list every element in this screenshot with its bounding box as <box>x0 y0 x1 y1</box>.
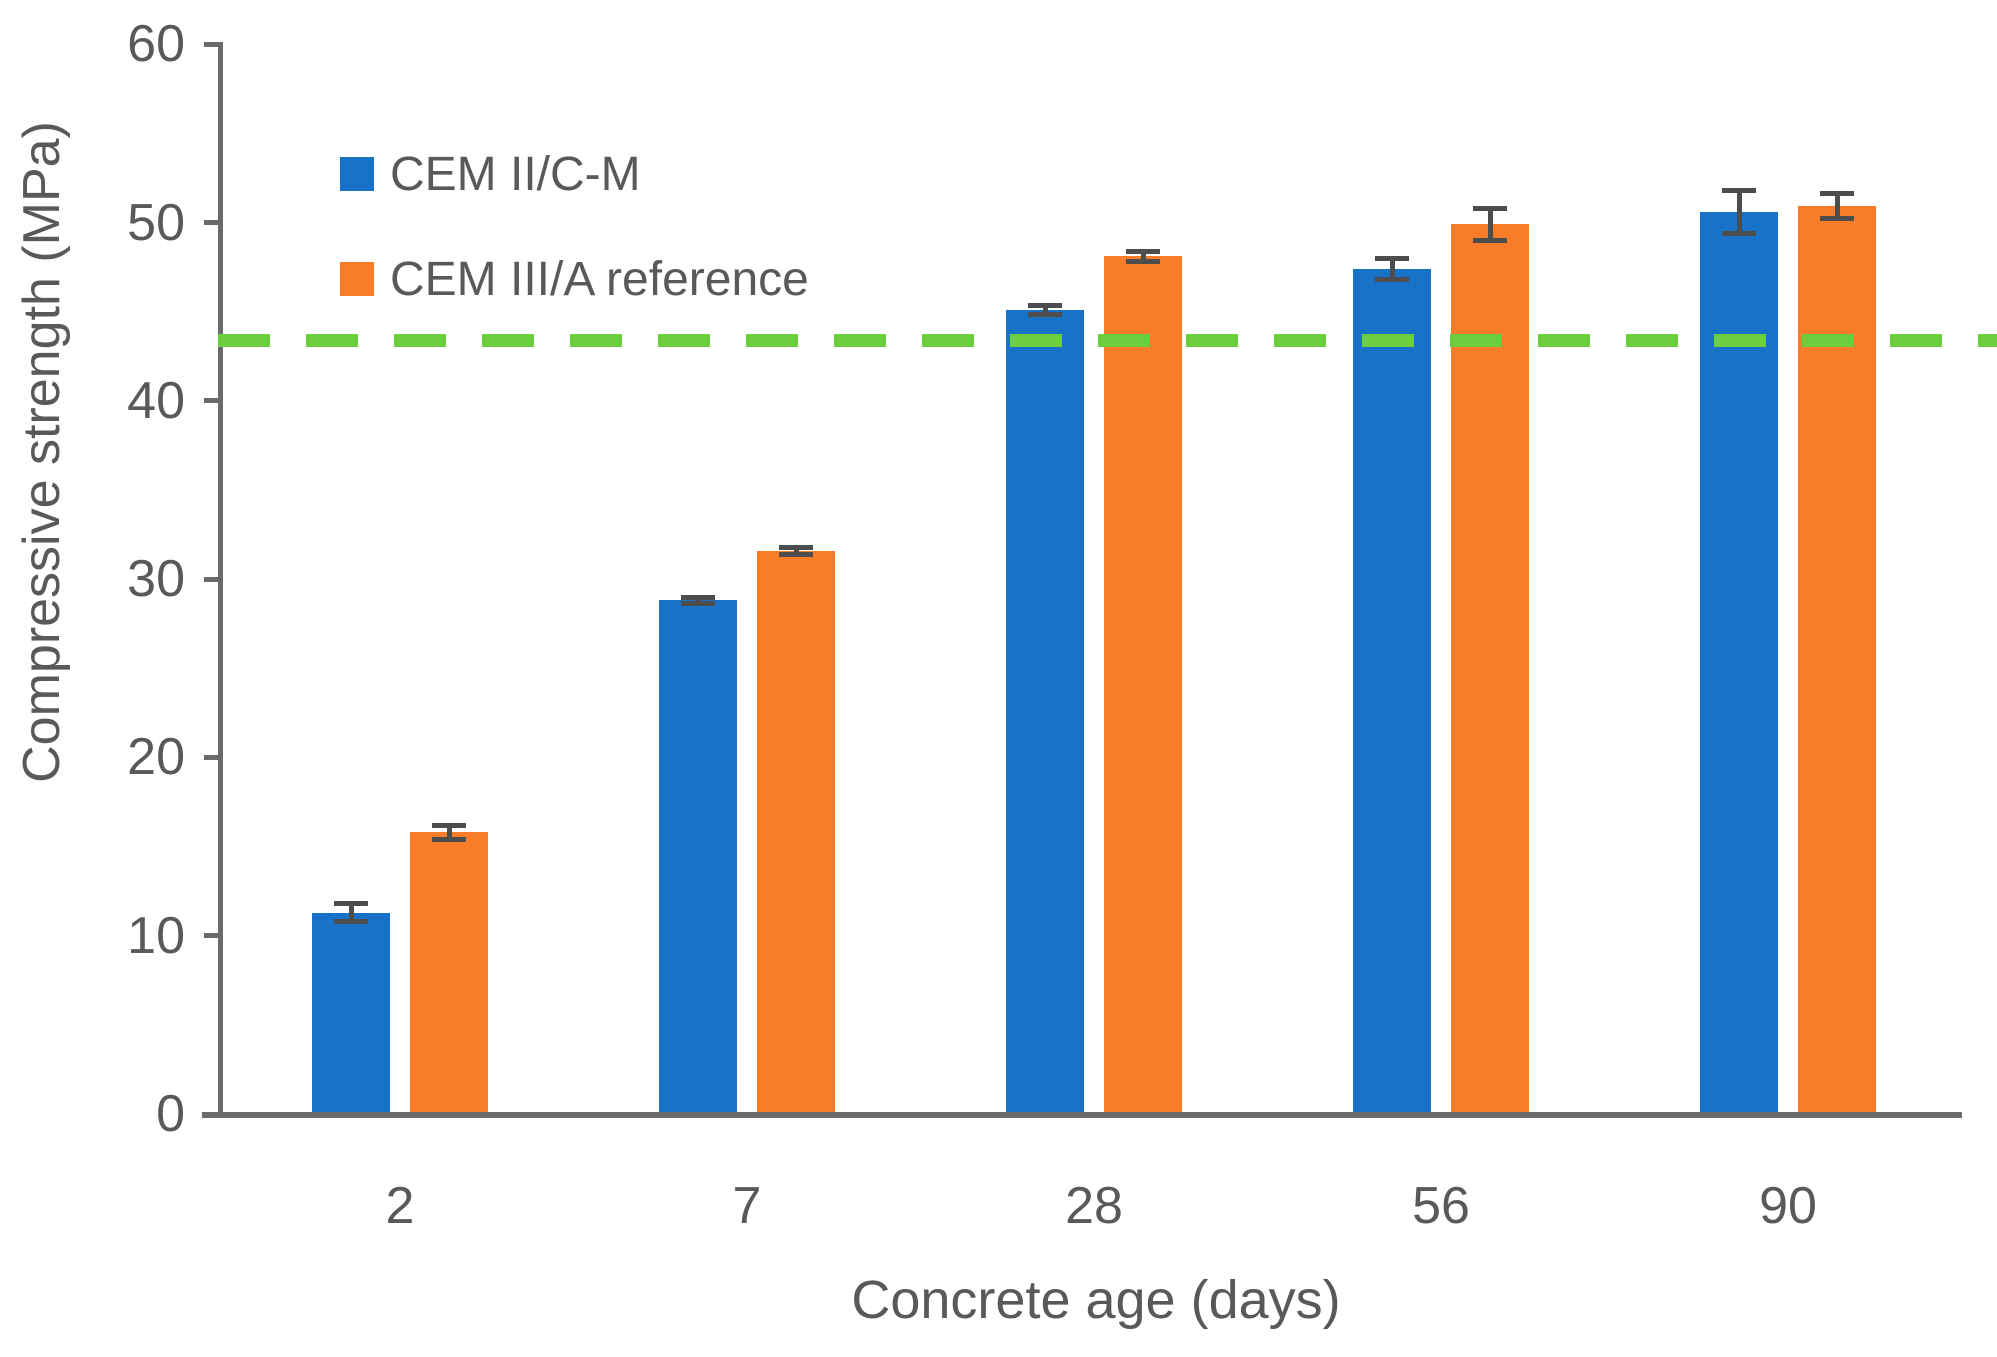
y-tick-label: 10 <box>127 906 185 965</box>
error-bar-cap-bottom <box>779 551 813 557</box>
y-tick-label: 30 <box>127 550 185 609</box>
x-axis-title: Concrete age (days) <box>851 1270 1341 1330</box>
error-bar-cap-top <box>1028 302 1062 308</box>
reference-line <box>218 333 1997 347</box>
error-bar-stem <box>446 825 452 840</box>
error-bar-stem <box>348 903 354 922</box>
error-bar-cap-top <box>432 822 466 828</box>
y-tick <box>204 220 220 225</box>
bar-series1-cat56 <box>1451 224 1529 1118</box>
error-bar-stem <box>793 547 799 555</box>
legend-swatch-cem-ii-c-m <box>340 157 374 191</box>
error-bar-cap-bottom <box>1126 259 1160 265</box>
x-tick-label: 7 <box>732 1177 762 1235</box>
error-bar-cap-bottom <box>1820 216 1854 222</box>
x-tick-label: 90 <box>1759 1177 1817 1235</box>
x-tick-label: 2 <box>385 1177 415 1235</box>
error-bar-stem <box>1042 305 1048 315</box>
error-bar-cap-top <box>779 544 813 550</box>
error-bar-cap-top <box>1126 248 1160 254</box>
bar-series1-cat7 <box>757 550 835 1118</box>
error-bar-cap-bottom <box>432 836 466 842</box>
y-tick-label: 50 <box>127 193 185 252</box>
legend-item-cem-iii-a-reference: CEM III/A reference <box>340 253 809 306</box>
error-bar-cap-bottom <box>1473 237 1507 243</box>
error-bar-cap-bottom <box>1722 230 1756 236</box>
x-tick-label: 56 <box>1412 1177 1470 1235</box>
legend-label-cem-iii-a-reference: CEM III/A reference <box>390 252 809 306</box>
error-bar-stem <box>695 597 701 604</box>
y-axis-line <box>218 42 223 1118</box>
bar-series1-cat90 <box>1798 206 1876 1118</box>
error-bar-cap-bottom <box>334 918 368 924</box>
y-tick <box>204 576 220 582</box>
bar-series1-cat2 <box>410 832 488 1118</box>
x-tick-label: 28 <box>1065 1177 1123 1235</box>
error-bar-cap-top <box>1375 255 1409 261</box>
y-tick-label: 60 <box>127 15 185 74</box>
bar-series1-cat28 <box>1104 256 1182 1118</box>
y-tick-label: 40 <box>127 371 185 430</box>
bar-series0-cat28 <box>1006 309 1084 1118</box>
y-tick-label: 0 <box>156 1085 185 1143</box>
legend-label-cem-ii-c-m: CEM II/C-M <box>390 147 641 201</box>
error-bar-cap-bottom <box>1375 277 1409 283</box>
y-tick <box>204 754 220 760</box>
error-bar-stem <box>1736 190 1742 234</box>
error-bar-stem <box>1834 193 1840 219</box>
error-bar-cap-top <box>1473 205 1507 211</box>
error-bar-stem <box>1389 258 1395 280</box>
y-tick <box>204 398 220 404</box>
bar-series0-cat56 <box>1353 268 1431 1118</box>
error-bar-cap-top <box>1722 187 1756 193</box>
legend-item-cem-ii-c-m: CEM II/C-M <box>340 148 641 201</box>
error-bar-cap-top <box>334 901 368 907</box>
y-tick <box>204 1111 220 1117</box>
error-bar-stem <box>1140 251 1146 262</box>
x-axis-line <box>202 1112 1962 1118</box>
error-bar-cap-top <box>681 595 715 601</box>
bar-series0-cat90 <box>1700 211 1778 1118</box>
y-tick <box>204 933 220 939</box>
y-tick-label: 20 <box>127 728 185 787</box>
legend-swatch-cem-iii-a-reference <box>340 262 374 296</box>
y-tick <box>204 41 220 47</box>
error-bar-stem <box>1487 208 1493 241</box>
error-bar-cap-bottom <box>681 600 715 606</box>
bar-series0-cat2 <box>312 912 390 1118</box>
bar-series0-cat7 <box>659 600 737 1118</box>
error-bar-cap-top <box>1820 191 1854 197</box>
error-bar-cap-bottom <box>1028 311 1062 317</box>
